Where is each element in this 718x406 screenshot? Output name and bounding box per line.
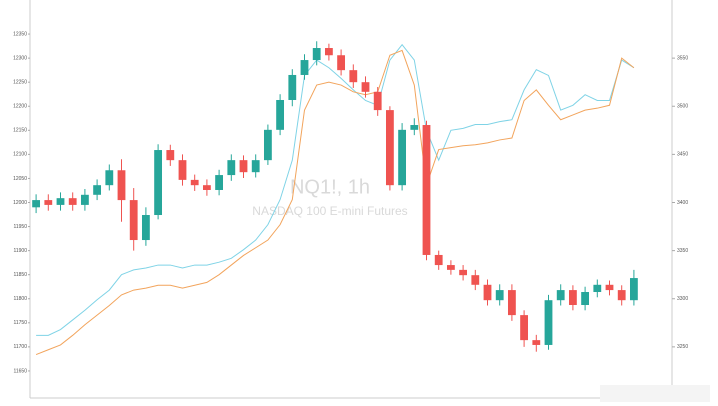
candle-body bbox=[337, 55, 346, 71]
candle-body bbox=[605, 284, 614, 291]
y2-tick-label: 3250 bbox=[677, 344, 688, 350]
candle-body bbox=[629, 278, 638, 301]
y-tick-label: 11950 bbox=[13, 224, 27, 230]
indicator-line bbox=[35, 49, 635, 356]
candle-body bbox=[532, 340, 541, 345]
candle-body bbox=[495, 290, 504, 301]
footer-logo-area bbox=[600, 385, 710, 402]
candle-body bbox=[215, 175, 224, 190]
candle-body bbox=[227, 160, 236, 176]
candle-body bbox=[459, 269, 468, 276]
candle-body bbox=[105, 170, 114, 186]
y2-tick-label: 3500 bbox=[677, 104, 688, 110]
candle-body bbox=[361, 82, 370, 92]
y2-tick-label: 3400 bbox=[677, 200, 688, 206]
candle-body bbox=[276, 99, 285, 130]
candle-body bbox=[617, 290, 626, 301]
candle-body bbox=[129, 200, 138, 241]
y-tick-label: 12200 bbox=[13, 104, 27, 110]
candle-body bbox=[434, 254, 443, 266]
candle-body bbox=[349, 70, 358, 83]
candle-body bbox=[154, 150, 163, 216]
y-tick-label: 12000 bbox=[13, 200, 27, 206]
y-tick-label: 11700 bbox=[13, 344, 27, 350]
candle-body bbox=[385, 110, 394, 186]
candle-body bbox=[239, 160, 248, 173]
candle-body bbox=[68, 198, 77, 205]
y-tick-label: 11750 bbox=[13, 320, 27, 326]
candle-body bbox=[312, 48, 321, 61]
candle-body bbox=[446, 265, 455, 270]
candle-body bbox=[202, 185, 211, 190]
candle-body bbox=[398, 129, 407, 186]
y-tick-label: 11800 bbox=[13, 296, 27, 302]
y-tick-label: 12100 bbox=[13, 152, 27, 158]
candle-body bbox=[166, 150, 175, 161]
candle-body bbox=[251, 160, 260, 173]
candle-body bbox=[141, 215, 150, 241]
candle-body bbox=[300, 60, 309, 75]
candle-body bbox=[593, 284, 602, 293]
candle-body bbox=[373, 91, 382, 111]
candle-body bbox=[568, 290, 577, 306]
candle-body bbox=[44, 200, 53, 205]
candle-body bbox=[520, 315, 529, 341]
y-tick-label: 12150 bbox=[13, 128, 27, 134]
candle-body bbox=[556, 290, 565, 301]
y-tick-label: 12050 bbox=[13, 176, 27, 182]
y-tick-label: 11850 bbox=[13, 272, 27, 278]
y-tick-label: 12300 bbox=[13, 55, 27, 61]
candle-body bbox=[117, 170, 126, 201]
candle-body bbox=[422, 125, 431, 255]
y2-tick-label: 3350 bbox=[677, 248, 688, 254]
candle-body bbox=[288, 74, 297, 100]
candle-body bbox=[263, 129, 272, 161]
y2-tick-label: 3300 bbox=[677, 296, 688, 302]
candle-body bbox=[178, 160, 187, 180]
candle-body bbox=[581, 292, 590, 306]
candle-body bbox=[56, 198, 65, 205]
y-tick-label: 12250 bbox=[13, 80, 27, 86]
y-tick-label: 11900 bbox=[13, 248, 27, 254]
candle-body bbox=[410, 125, 419, 130]
watermark-title: NQ1!, 1h bbox=[290, 176, 370, 198]
candle-body bbox=[80, 194, 89, 205]
candle-body bbox=[324, 48, 333, 56]
candle-body bbox=[544, 300, 553, 345]
indicator-line bbox=[36, 43, 635, 336]
candle-body bbox=[483, 284, 492, 301]
y2-tick-label: 3550 bbox=[677, 55, 688, 61]
watermark-subtitle: NASDAQ 100 E-mini Futures bbox=[252, 204, 407, 218]
candle-body bbox=[190, 179, 199, 186]
candle-body bbox=[32, 200, 41, 208]
candle-body bbox=[93, 185, 102, 195]
y2-tick-label: 3450 bbox=[677, 152, 688, 158]
candle-body bbox=[471, 275, 480, 285]
y-tick-label: 11650 bbox=[13, 368, 27, 374]
y-tick-label: 12350 bbox=[13, 31, 27, 37]
candle-body bbox=[507, 290, 516, 316]
